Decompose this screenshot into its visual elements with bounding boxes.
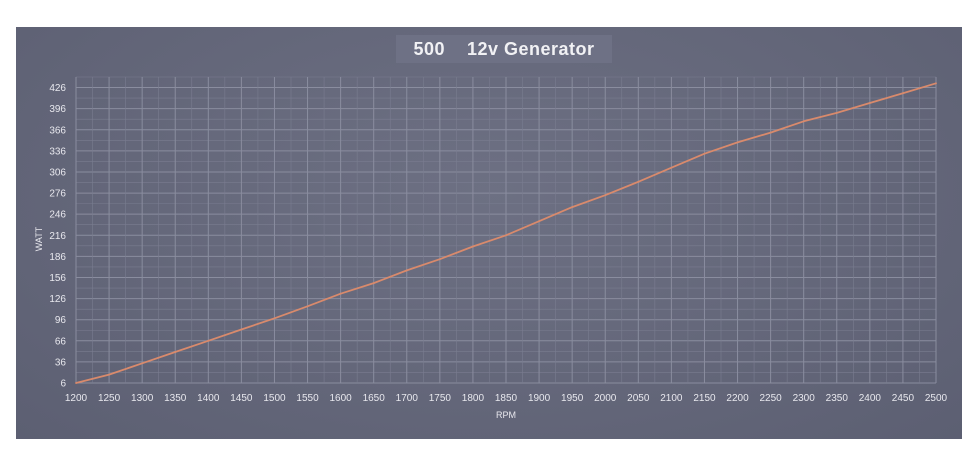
x-tick-label: 1950: [561, 393, 584, 404]
y-tick-label: 36: [55, 357, 67, 368]
x-tick-label: 1800: [462, 393, 485, 404]
data-point: [769, 131, 772, 134]
x-tick-label: 1300: [131, 393, 154, 404]
x-tick-label: 1600: [329, 393, 352, 404]
data-point: [141, 362, 144, 365]
y-tick-label: 126: [49, 294, 66, 305]
x-tick-label: 2500: [925, 393, 948, 404]
x-tick-label: 1900: [528, 393, 551, 404]
data-point: [538, 220, 540, 223]
data-point: [306, 305, 309, 308]
data-point: [472, 245, 474, 248]
y-tick-label: 366: [49, 125, 66, 136]
x-tick-label: 1850: [495, 393, 518, 404]
x-axis-ticks: 1200 1250 1300 1350 1400 1450 1500 1550 1600 1650…: [65, 393, 948, 404]
y-tick-label: 336: [49, 146, 66, 157]
y-tick-label: 96: [55, 315, 67, 326]
y-tick-label: 306: [49, 167, 66, 178]
y-tick-label: 66: [55, 336, 67, 347]
y-tick-label: 6: [60, 379, 66, 390]
data-point: [637, 180, 640, 183]
x-tick-label: 2200: [726, 393, 749, 404]
data-point: [571, 206, 574, 209]
x-tick-label: 1450: [230, 393, 253, 404]
data-point: [604, 194, 607, 197]
x-tick-label: 2050: [627, 393, 650, 404]
data-point: [935, 82, 937, 85]
data-point: [207, 339, 210, 342]
x-tick-label: 1350: [164, 393, 187, 404]
chart-title: 500 12v Generator: [396, 35, 612, 63]
y-axis-ticks: 6 36 66 96 126 156 186 216 246 276 306 336 366 396 426: [49, 83, 66, 389]
data-point: [868, 102, 871, 104]
data-point: [670, 166, 673, 169]
x-tick-label: 1400: [197, 393, 220, 404]
x-tick-label: 1700: [396, 393, 419, 404]
data-point: [75, 382, 77, 384]
y-tick-label: 156: [49, 273, 66, 284]
y-tick-label: 186: [49, 252, 66, 263]
y-tick-label: 396: [49, 104, 66, 115]
data-point: [736, 141, 739, 144]
x-tick-label: 2400: [859, 393, 882, 404]
data-point: [505, 234, 507, 237]
data-point: [339, 292, 342, 295]
x-tick-label: 2350: [826, 393, 849, 404]
y-tick-label: 246: [49, 210, 66, 221]
data-point: [703, 152, 706, 155]
x-tick-label: 1750: [429, 393, 452, 404]
data-point: [802, 120, 805, 123]
x-tick-label: 1650: [363, 393, 386, 404]
x-tick-label: 2250: [759, 393, 782, 404]
x-axis-title: RPM: [496, 410, 516, 420]
chart-panel: 500 12v Generator 6 36 66 96 126 156 186 216 246…: [16, 27, 962, 439]
data-point: [174, 351, 177, 353]
data-series: [75, 82, 937, 384]
data-point: [835, 111, 838, 114]
y-tick-label: 426: [49, 83, 66, 94]
chart-svg: 6 36 66 96 126 156 186 216 246 276 306 336 366 396 426…: [34, 76, 948, 420]
data-point: [902, 92, 904, 95]
y-tick-label: 276: [49, 189, 66, 200]
data-point: [438, 258, 441, 261]
data-point: [240, 328, 243, 331]
x-tick-label: 1200: [65, 393, 88, 404]
x-tick-label: 2000: [594, 393, 617, 404]
y-tick-label: 216: [49, 231, 66, 242]
x-tick-label: 2100: [660, 393, 683, 404]
x-tick-label: 1550: [296, 393, 319, 404]
y-axis-title: WATT: [34, 226, 44, 251]
data-point: [405, 269, 408, 272]
x-tick-label: 2300: [793, 393, 816, 404]
x-tick-label: 2150: [693, 393, 716, 404]
x-tick-label: 1500: [263, 393, 286, 404]
x-tick-label: 2450: [892, 393, 915, 404]
grid-lines: [75, 76, 937, 384]
x-tick-label: 1250: [98, 393, 121, 404]
data-point: [273, 317, 276, 320]
data-point: [108, 373, 110, 376]
data-point: [372, 282, 375, 285]
